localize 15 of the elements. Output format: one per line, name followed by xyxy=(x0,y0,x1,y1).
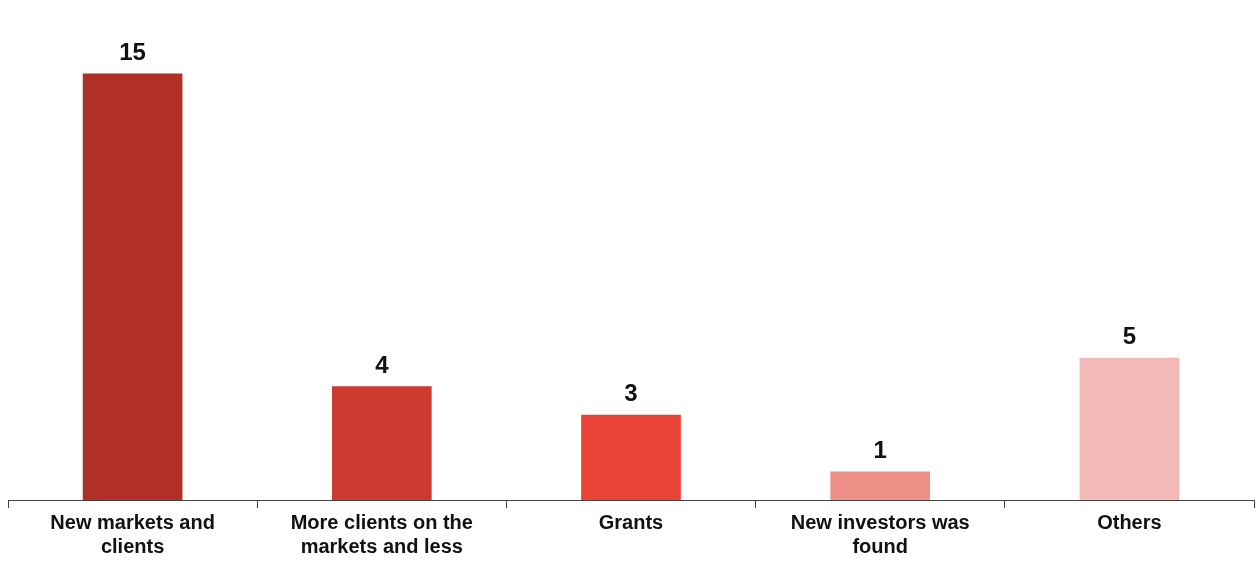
data-label: 5 xyxy=(1122,322,1137,350)
bar xyxy=(1079,357,1180,500)
x-tick-label: More clients on the markets and less xyxy=(290,510,473,557)
data-label: 15 xyxy=(119,38,146,66)
x-tick-label: New markets and clients xyxy=(50,510,215,557)
bar xyxy=(331,386,432,500)
bar xyxy=(830,471,931,500)
data-label: 3 xyxy=(624,379,638,407)
data-label: 1 xyxy=(873,436,887,464)
x-tick-label: Grants xyxy=(598,510,664,533)
bar xyxy=(82,73,183,500)
x-tick-label: New investors was found xyxy=(790,510,970,557)
data-label: 4 xyxy=(375,350,390,378)
bar xyxy=(581,414,681,500)
x-tick-label: Others xyxy=(1097,510,1162,533)
